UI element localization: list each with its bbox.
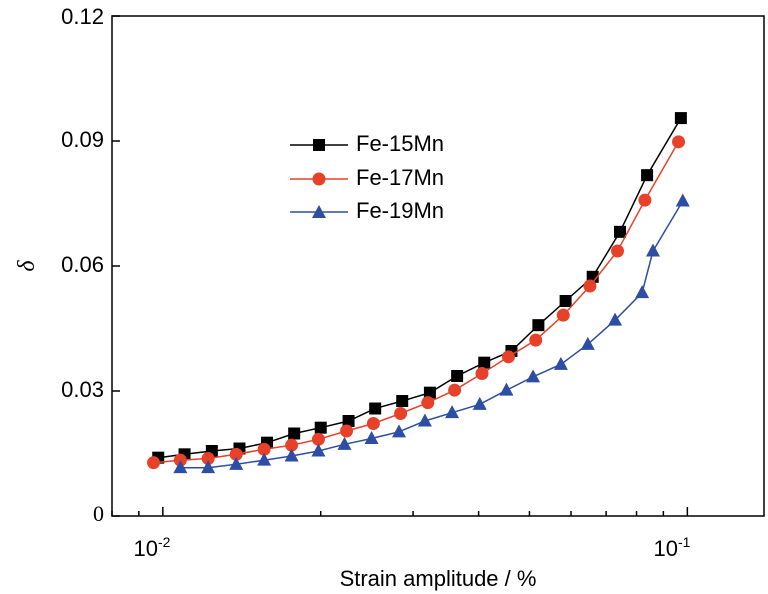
- series-line-fe-17mn: [153, 141, 680, 464]
- series-layer: [147, 112, 690, 474]
- data-point-fe-15mn-12: [478, 356, 491, 369]
- data-point-fe-19mn-9: [417, 413, 432, 427]
- data-point-fe-15mn-10: [423, 386, 436, 399]
- data-point-fe-19mn-7: [364, 431, 379, 444]
- data-point-fe-17mn-11: [448, 383, 462, 397]
- y-axis-labels: 0 0.03 0.06 0.09 0.12: [61, 4, 104, 526]
- data-point-fe-17mn-19: [672, 135, 686, 149]
- data-point-fe-15mn-9: [396, 395, 409, 407]
- data-point-fe-17mn-7: [340, 424, 354, 438]
- legend-marker-fe-17mn: [312, 172, 326, 186]
- data-point-fe-19mn-15: [580, 336, 595, 350]
- y-axis-title: δ: [14, 260, 40, 272]
- series-fe-17mn: [147, 135, 686, 470]
- data-point-fe-19mn-4: [284, 448, 299, 462]
- legend-marker-fe-15mn: [313, 139, 325, 151]
- data-point-fe-15mn-17: [613, 225, 626, 238]
- plot-frame: [111, 15, 765, 517]
- data-point-fe-19mn-12: [499, 382, 514, 396]
- data-point-fe-17mn-10: [421, 396, 435, 410]
- data-point-fe-17mn-9: [394, 407, 408, 420]
- data-point-fe-15mn-11: [451, 370, 464, 382]
- y-tick-label-0: 0: [93, 501, 104, 526]
- data-point-fe-19mn-0: [173, 460, 188, 474]
- data-point-fe-19mn-8: [391, 424, 406, 438]
- x-tick-label-1: 10-1: [654, 534, 691, 561]
- data-point-fe-15mn-5: [288, 427, 301, 440]
- data-point-fe-17mn-14: [529, 333, 543, 347]
- data-point-fe-19mn-2: [229, 456, 244, 470]
- data-point-fe-17mn-6: [311, 432, 325, 446]
- data-point-fe-15mn-15: [559, 295, 572, 307]
- legend-label-fe-19mn: Fe-19Mn: [356, 198, 444, 223]
- legend-marker-fe-19mn: [312, 205, 326, 218]
- data-point-fe-19mn-14: [553, 356, 568, 370]
- data-point-fe-17mn-15: [556, 308, 570, 322]
- y-tick-label-1: 0.03: [61, 377, 104, 402]
- x-axis-ticks: [111, 507, 689, 516]
- data-point-fe-17mn-3: [229, 447, 243, 461]
- x-axis-labels: 10-2 10-1: [134, 534, 691, 561]
- legend: Fe-15Mn Fe-17Mn Fe-19Mn: [290, 131, 444, 223]
- data-point-fe-19mn-17: [635, 285, 650, 299]
- y-tick-label-3: 0.09: [61, 127, 104, 152]
- legend-label-fe-15mn: Fe-15Mn: [356, 131, 444, 156]
- data-point-fe-15mn-6: [314, 421, 327, 434]
- series-fe-15mn: [152, 112, 687, 464]
- y-tick-label-2: 0.06: [61, 252, 104, 277]
- x-tick-label-0: 10-2: [134, 534, 171, 561]
- data-point-fe-17mn-2: [201, 452, 215, 465]
- data-point-fe-19mn-3: [257, 452, 272, 466]
- x-axis-title: Strain amplitude / %: [340, 566, 537, 591]
- data-point-fe-17mn-4: [257, 442, 271, 456]
- data-point-fe-19mn-10: [445, 405, 460, 419]
- data-point-fe-15mn-7: [342, 415, 355, 427]
- data-point-fe-15mn-18: [641, 169, 654, 182]
- data-point-fe-17mn-8: [366, 417, 380, 430]
- series-line-fe-19mn: [180, 200, 684, 469]
- y-tick-label-4: 0.12: [61, 4, 104, 29]
- data-point-fe-17mn-16: [583, 279, 597, 293]
- data-point-fe-17mn-12: [475, 367, 489, 380]
- data-point-fe-19mn-1: [201, 460, 216, 474]
- data-point-fe-19mn-6: [337, 436, 352, 450]
- data-point-fe-15mn-8: [369, 402, 382, 415]
- data-point-fe-15mn-14: [532, 319, 545, 332]
- data-point-fe-17mn-17: [611, 244, 625, 258]
- data-point-fe-17mn-0: [147, 456, 161, 470]
- legend-label-fe-17mn: Fe-17Mn: [356, 165, 444, 190]
- data-point-fe-17mn-5: [285, 438, 299, 452]
- data-point-fe-19mn-13: [526, 369, 541, 383]
- data-point-fe-19mn-19: [675, 193, 690, 207]
- series-fe-19mn: [173, 193, 690, 474]
- data-point-fe-19mn-16: [608, 312, 623, 326]
- data-point-fe-19mn-11: [472, 396, 487, 410]
- data-point-fe-17mn-18: [638, 193, 652, 207]
- y-axis-ticks: [112, 15, 120, 517]
- data-point-fe-19mn-5: [311, 443, 326, 457]
- data-point-fe-19mn-18: [645, 243, 660, 257]
- data-point-fe-15mn-19: [674, 112, 687, 125]
- data-point-fe-17mn-13: [501, 350, 515, 364]
